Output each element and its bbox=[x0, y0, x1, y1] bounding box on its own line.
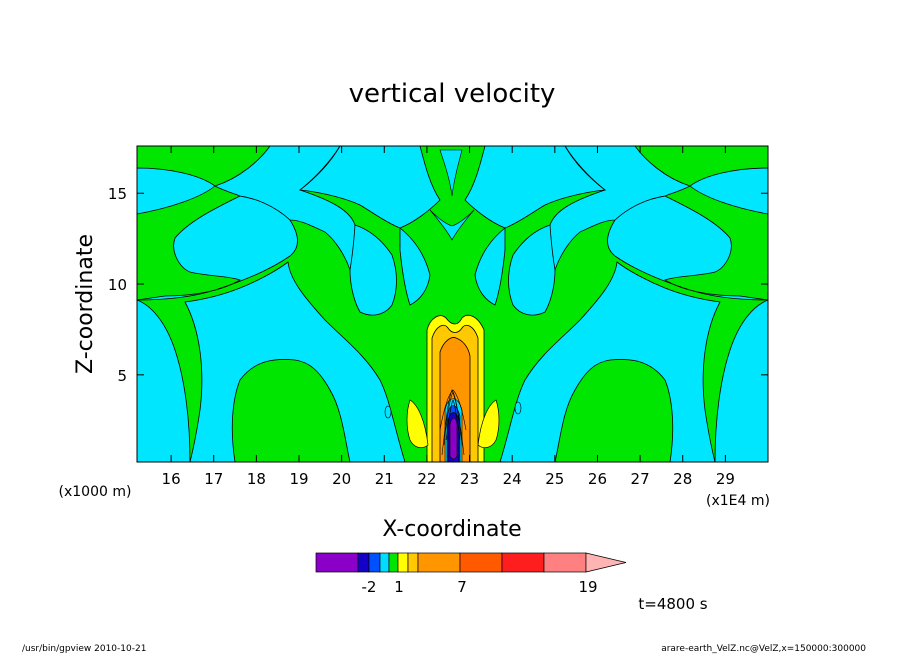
y-tick-label: 5 bbox=[117, 367, 127, 385]
x-tick-label: 27 bbox=[631, 470, 650, 488]
plot-field bbox=[137, 146, 768, 462]
time-label: t=4800 s bbox=[638, 595, 707, 613]
contour-region bbox=[514, 401, 522, 415]
x-axis: 16 17 18 19 20 21 22 23 24 25 26 27 28 29 bbox=[162, 146, 735, 488]
downdraft-purple bbox=[449, 417, 458, 460]
updraft-yellow-side bbox=[477, 399, 500, 449]
x-unit-label: (x1E4 m) bbox=[706, 493, 770, 509]
contour-region bbox=[137, 299, 191, 462]
y-tick-label: 10 bbox=[108, 276, 127, 294]
colorbar: -2 1 7 19 bbox=[315, 552, 627, 596]
colorbar-segment bbox=[315, 552, 359, 573]
contour-region bbox=[714, 299, 768, 462]
x-tick-label: 16 bbox=[162, 470, 181, 488]
contour-region bbox=[439, 149, 463, 197]
x-tick-label: 21 bbox=[375, 470, 394, 488]
y-unit-label: (x1000 m) bbox=[59, 484, 132, 500]
footer-left: /usr/bin/gpview 2010-10-21 bbox=[22, 644, 146, 654]
contour-region bbox=[508, 224, 556, 316]
y-axis-label: Z-coordinate bbox=[73, 234, 98, 374]
colorbar-label: 19 bbox=[578, 578, 597, 596]
colorbar-label: 1 bbox=[394, 578, 404, 596]
colorbar-segment bbox=[357, 552, 370, 573]
contour-region bbox=[464, 146, 607, 229]
x-tick-label: 17 bbox=[204, 470, 223, 488]
colorbar-segment bbox=[417, 552, 461, 573]
colorbar-segment bbox=[379, 552, 390, 573]
contour-region bbox=[399, 227, 431, 306]
x-tick-label: 19 bbox=[289, 470, 308, 488]
contour-region bbox=[298, 146, 441, 229]
x-tick-label: 18 bbox=[247, 470, 266, 488]
colorbar-segment bbox=[388, 552, 399, 573]
colorbar-label: 7 bbox=[457, 578, 467, 596]
colorbar-segment bbox=[368, 552, 381, 573]
contour-region bbox=[184, 261, 406, 462]
x-tick-label: 25 bbox=[545, 470, 564, 488]
x-tick-label: 28 bbox=[673, 470, 692, 488]
colorbar-segment bbox=[501, 552, 545, 573]
x-axis-label: X-coordinate bbox=[382, 517, 521, 542]
x-tick-label: 22 bbox=[417, 470, 436, 488]
chart-title: vertical velocity bbox=[349, 79, 556, 109]
colorbar-segment bbox=[459, 552, 503, 573]
x-tick-label: 23 bbox=[460, 470, 479, 488]
plot-frame bbox=[136, 145, 769, 463]
contour-region bbox=[429, 209, 475, 241]
footer-right: arare-earth_VelZ.nc@VelZ,x=150000:300000 bbox=[661, 644, 866, 654]
x-tick-label: 29 bbox=[716, 470, 735, 488]
colorbar-segment bbox=[543, 552, 587, 573]
x-tick-label: 26 bbox=[588, 470, 607, 488]
updraft-yellow-side bbox=[406, 399, 429, 449]
colorbar-label: -2 bbox=[362, 578, 377, 596]
colorbar-segment bbox=[407, 552, 419, 573]
colorbar-segment bbox=[397, 552, 409, 573]
contour-region bbox=[474, 227, 506, 306]
x-tick-label: 24 bbox=[503, 470, 522, 488]
x-tick-label: 20 bbox=[332, 470, 351, 488]
colorbar-arrow bbox=[585, 552, 627, 573]
contour-region bbox=[499, 261, 721, 462]
y-axis: 5 10 15 bbox=[108, 185, 768, 385]
contour-region bbox=[349, 224, 397, 316]
y-tick-label: 15 bbox=[108, 185, 127, 203]
contour-region bbox=[384, 405, 392, 419]
core-contour-lines bbox=[439, 389, 467, 456]
